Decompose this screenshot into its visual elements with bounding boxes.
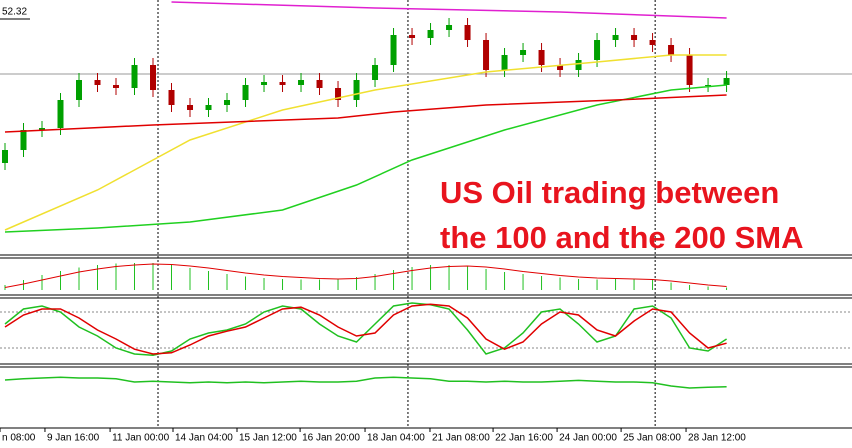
x-tick-label: 22 Jan 16:00 — [495, 433, 553, 444]
candle-body — [631, 35, 638, 40]
x-tick-label: 25 Jan 08:00 — [623, 433, 681, 444]
candle-body — [316, 80, 323, 88]
x-tick-label: 24 Jan 00:00 — [559, 433, 617, 444]
candle-body — [501, 55, 508, 70]
y-tick-label: 52.32 — [2, 7, 27, 18]
candle-body — [131, 65, 138, 88]
x-tick-label: 11 Jan 00:00 — [112, 433, 170, 444]
x-tick-label: 18 Jan 04:00 — [367, 433, 425, 444]
candle-body — [575, 60, 582, 70]
candle-body — [298, 80, 305, 85]
annotation: US Oil trading between — [440, 175, 779, 210]
candle-body — [168, 90, 175, 105]
candle-body — [612, 35, 619, 40]
candle-body — [557, 65, 564, 70]
candle-body — [113, 85, 120, 88]
candle-body — [427, 30, 434, 38]
candle-body — [94, 80, 101, 85]
series-line — [4, 376, 727, 389]
candle-body — [520, 50, 527, 55]
series-line — [4, 303, 727, 355]
candle-body — [372, 65, 379, 80]
candle-body — [723, 78, 730, 85]
candle-body — [279, 82, 286, 85]
annotation: the 100 and the 200 SMA — [440, 220, 804, 255]
series-line — [171, 1, 727, 19]
candle-body — [38, 128, 45, 130]
candle-body — [483, 40, 490, 70]
candle-body — [668, 45, 675, 55]
candle-body — [464, 25, 471, 40]
x-tick-label: 21 Jan 08:00 — [432, 433, 490, 444]
series-line — [4, 263, 727, 288]
candle-body — [353, 80, 360, 100]
candle-body — [242, 85, 249, 100]
candle-body — [705, 85, 712, 86]
series-line — [4, 94, 727, 133]
candle-body — [594, 40, 601, 60]
candle-body — [57, 100, 64, 128]
candle-body — [538, 50, 545, 65]
x-tick-label: 9 Jan 16:00 — [47, 433, 100, 444]
x-tick-label: n 08:00 — [2, 433, 36, 444]
series-line — [4, 84, 727, 233]
candle-body — [649, 40, 656, 45]
candle-body — [187, 105, 194, 110]
candle-body — [261, 82, 268, 85]
panel-frames — [0, 254, 852, 429]
candle-body — [335, 88, 342, 100]
x-tick-label: 14 Jan 04:00 — [175, 433, 233, 444]
x-tick-label: 16 Jan 20:00 — [302, 433, 360, 444]
candle-body — [409, 35, 416, 38]
candle-body — [20, 130, 27, 150]
series-line — [4, 302, 728, 356]
candle-body — [150, 65, 157, 90]
series-line — [4, 54, 727, 231]
candle-body — [1, 150, 8, 163]
x-tick-label: 15 Jan 12:00 — [239, 433, 297, 444]
candle-body — [205, 105, 212, 110]
candle-body — [390, 35, 397, 65]
candle-body — [446, 25, 453, 30]
candle-body — [224, 100, 231, 105]
candle-body — [76, 80, 83, 100]
x-tick-label: 28 Jan 12:00 — [688, 433, 746, 444]
candle-body — [686, 55, 693, 85]
